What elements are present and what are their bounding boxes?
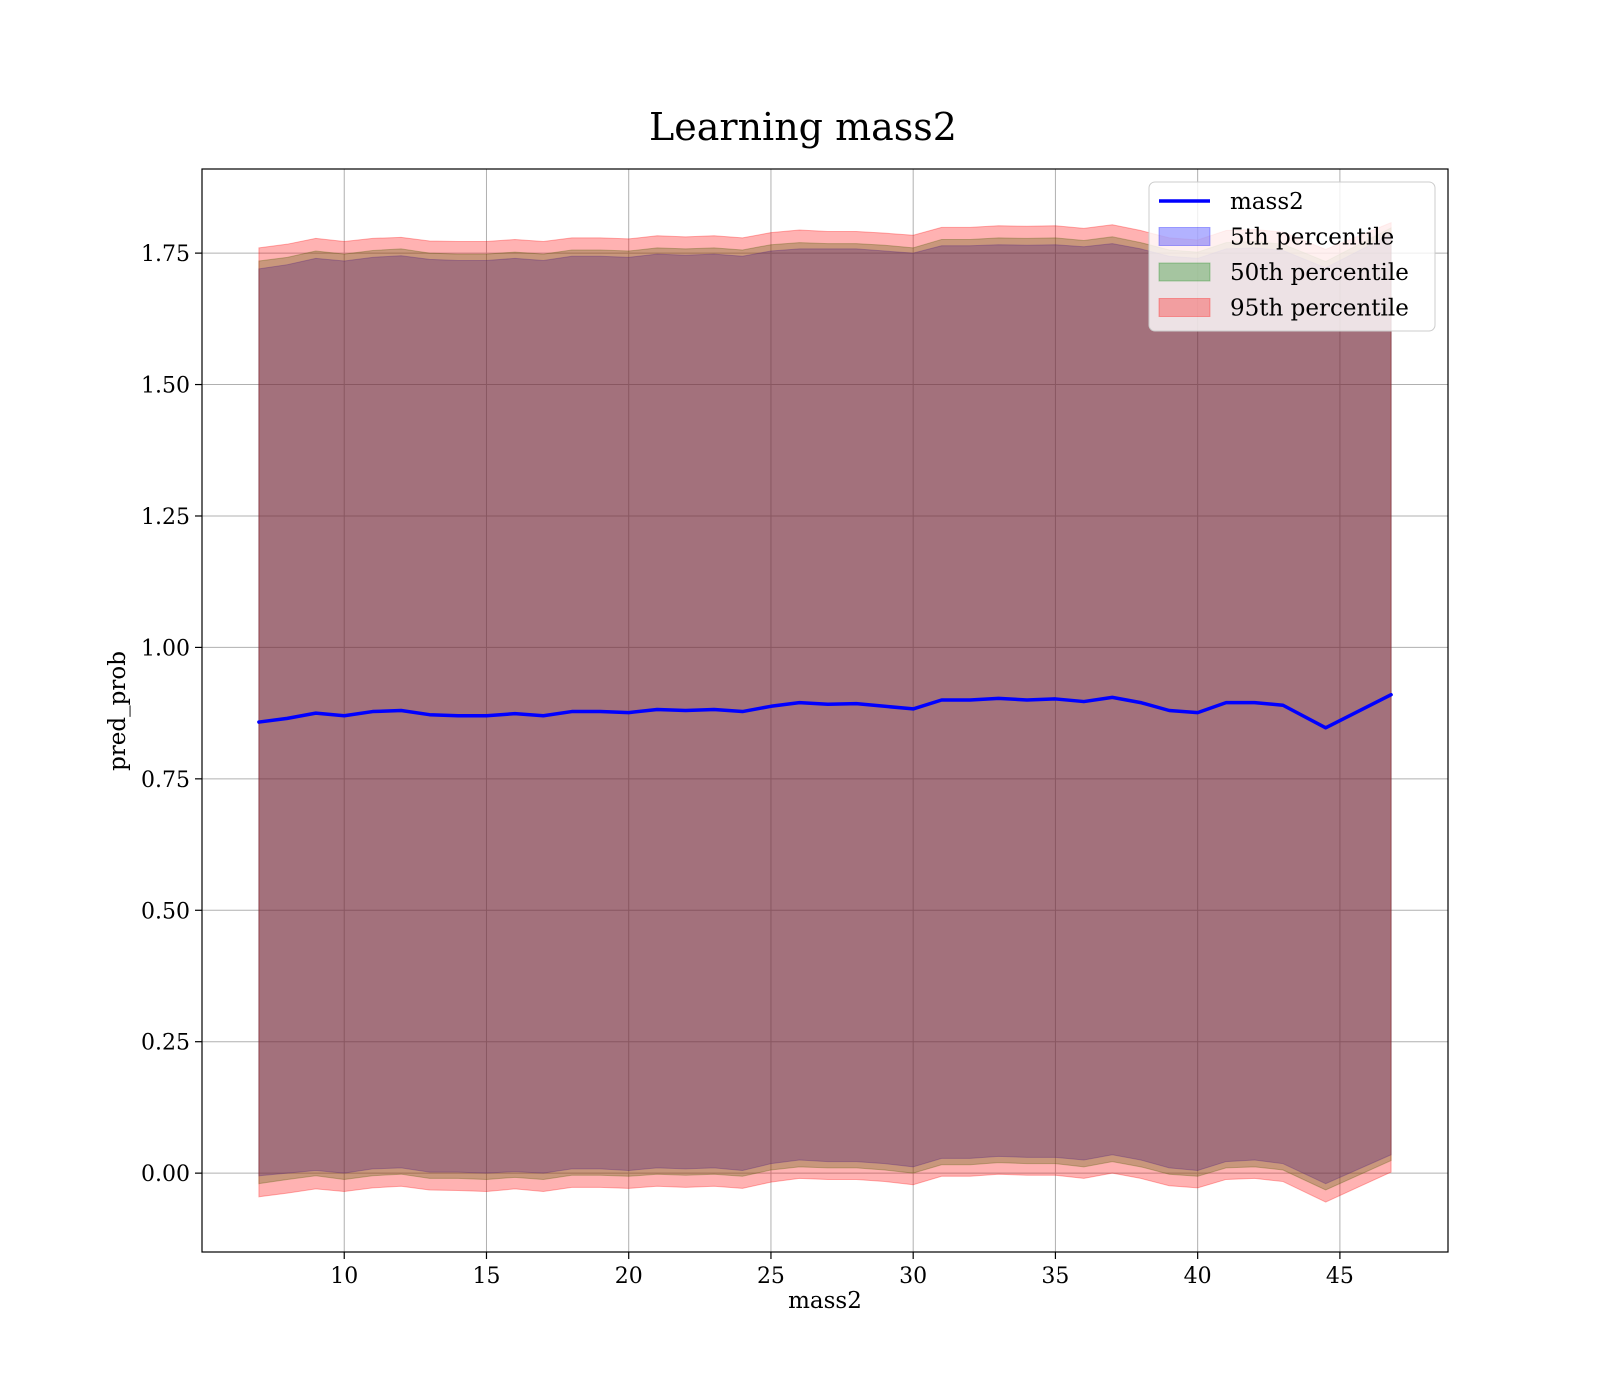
x-tick-label: 10	[330, 1264, 358, 1289]
legend-label: mass2	[1230, 189, 1304, 215]
band-5th-percentile	[258, 233, 1392, 1185]
y-axis-ticks: 0.00 0.25 0.50 0.75 1.00 1.25 1.50 1.75	[141, 242, 202, 1187]
y-tick-label: 0.25	[141, 1031, 190, 1056]
x-tick-label: 40	[1184, 1264, 1212, 1289]
band-50th-percentile	[258, 227, 1392, 1191]
legend-band-swatch	[1158, 227, 1211, 246]
legend: mass2 5th percentile 50th percentile 95th p…	[1148, 181, 1436, 332]
chart-title: Learning mass2	[649, 105, 957, 149]
x-tick-label: 35	[1041, 1264, 1069, 1289]
y-tick-label: 0.00	[141, 1162, 190, 1187]
band-95th-percentile	[258, 221, 1392, 1203]
plot-area	[201, 168, 1449, 1253]
y-tick-label: 1.00	[141, 636, 190, 661]
x-tick-label: 45	[1326, 1264, 1354, 1289]
legend-label: 5th percentile	[1230, 225, 1394, 251]
y-tick-label: 1.50	[141, 374, 190, 399]
plot-frame	[201, 168, 1449, 1253]
x-axis-ticks: 10 15 20 25 30 35 40 45	[330, 1252, 1354, 1289]
legend-band-swatch	[1158, 262, 1211, 282]
legend-label: 50th percentile	[1230, 260, 1409, 286]
legend-label: 95th percentile	[1230, 296, 1409, 322]
y-tick-label: 1.25	[141, 505, 190, 530]
legend-items: mass2 5th percentile 50th percentile 95th p…	[1158, 189, 1409, 322]
legend-frame	[1148, 181, 1436, 332]
y-tick-label: 1.75	[141, 242, 190, 267]
x-tick-label: 25	[757, 1264, 785, 1289]
y-tick-label: 0.50	[141, 899, 190, 924]
y-axis-label: pred_prob	[105, 651, 131, 771]
x-tick-label: 20	[615, 1264, 643, 1289]
legend-band-swatch	[1158, 298, 1211, 317]
y-tick-label: 0.75	[141, 768, 190, 793]
series-lines	[257, 692, 1393, 730]
series-line-mass2	[257, 692, 1393, 730]
percentile-bands	[258, 221, 1392, 1203]
x-tick-label: 15	[472, 1264, 500, 1289]
x-tick-label: 30	[899, 1264, 927, 1289]
x-axis-label: mass2	[788, 1288, 862, 1314]
